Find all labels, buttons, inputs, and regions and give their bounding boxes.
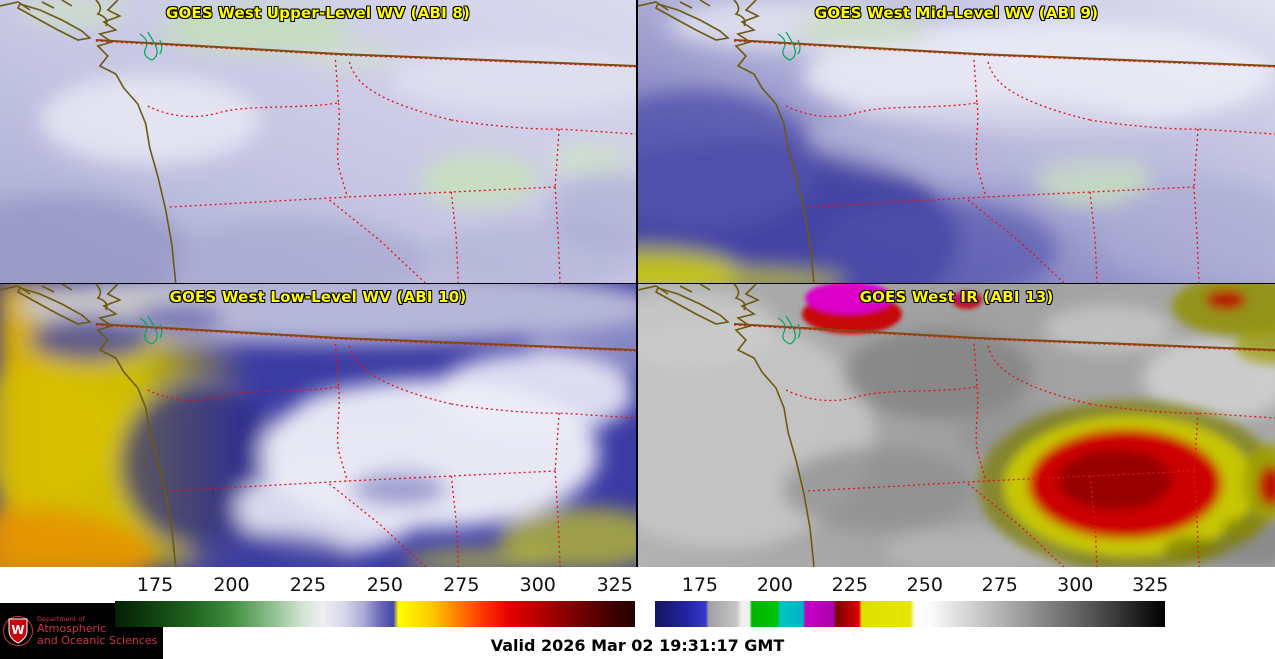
tick-label: 300 [1057,574,1094,596]
wv-colorbar-ticks: 175 200 225 250 275 300 325 [115,574,635,598]
ir-colorbar-ticks: 175 200 225 250 275 300 325 [655,574,1169,598]
tick-label: 325 [1132,574,1169,596]
tick-label: 300 [519,574,556,596]
panel-title-ir: GOES West IR (ABI 13) [859,288,1054,306]
tick-label: 200 [756,574,793,596]
valid-time-text: Valid 2026 Mar 02 19:31:17 GMT [490,636,785,655]
tick-label: 275 [981,574,1018,596]
uw-crest-icon: W [3,616,33,646]
logo-text: Department of Atmospheric and Oceanic Sc… [37,614,158,647]
panel-upper-wv[interactable]: GOES West Upper-Level WV (ABI 8) [0,0,636,283]
logo-line-2: Atmospheric [37,621,107,635]
low-wv-image [0,284,636,567]
tick-label: 175 [136,574,174,596]
tick-label: 250 [366,574,404,596]
logo-line-3: and Oceanic Sciences [37,633,158,647]
panel-mid-wv[interactable]: GOES West Mid-Level WV (ABI 9) [638,0,1275,283]
ir-image [638,284,1275,567]
footer: 175 200 225 250 275 300 325 175 200 225 … [0,567,1275,659]
tick-label: 225 [289,574,327,596]
panel-title-upper-wv: GOES West Upper-Level WV (ABI 8) [165,4,471,22]
crest-letter: W [11,623,24,637]
tick-label: 250 [906,574,943,596]
tick-label: 200 [213,574,250,596]
tick-label: 175 [681,574,719,596]
panel-ir[interactable]: GOES West IR (ABI 13) [638,284,1275,567]
tick-label: 225 [831,574,868,596]
panel-title-mid-wv: GOES West Mid-Level WV (ABI 9) [814,4,1099,22]
ir-colorbar [655,601,1165,627]
logo-line-1: Department of [37,614,85,623]
panel-low-wv[interactable]: GOES West Low-Level WV (ABI 10) [0,284,636,567]
mid-wv-image [638,0,1275,283]
upper-wv-image [0,0,636,283]
wv-colorbar [115,601,635,627]
tick-label: 325 [596,574,633,596]
panel-title-low-wv: GOES West Low-Level WV (ABI 10) [169,288,467,306]
tick-label: 275 [443,574,480,596]
panel-grid: GOES West Upper-Level WV (ABI 8) [0,0,1275,567]
